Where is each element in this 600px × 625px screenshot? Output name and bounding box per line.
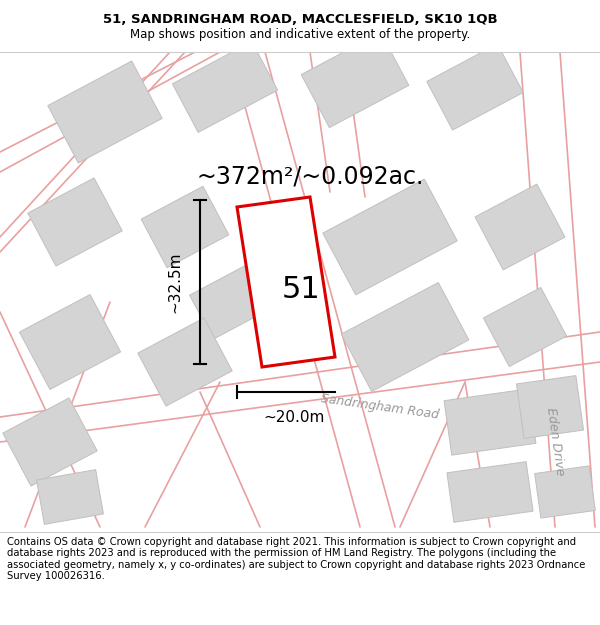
Text: ~372m²/~0.092ac.: ~372m²/~0.092ac.: [196, 165, 424, 189]
Text: 51: 51: [281, 276, 320, 304]
Text: Eden Drive: Eden Drive: [544, 407, 566, 477]
Polygon shape: [190, 264, 271, 339]
Polygon shape: [447, 462, 533, 522]
Polygon shape: [444, 389, 536, 455]
Polygon shape: [37, 469, 103, 524]
Text: 51, SANDRINGHAM ROAD, MACCLESFIELD, SK10 1QB: 51, SANDRINGHAM ROAD, MACCLESFIELD, SK10…: [103, 13, 497, 26]
Polygon shape: [237, 197, 335, 367]
Polygon shape: [141, 186, 229, 268]
Polygon shape: [484, 288, 566, 366]
Polygon shape: [323, 179, 457, 295]
Polygon shape: [427, 44, 523, 130]
Polygon shape: [28, 178, 122, 266]
Text: Contains OS data © Crown copyright and database right 2021. This information is : Contains OS data © Crown copyright and d…: [7, 537, 586, 581]
Polygon shape: [517, 376, 584, 438]
Text: ~20.0m: ~20.0m: [263, 410, 325, 425]
Polygon shape: [19, 294, 121, 389]
Polygon shape: [172, 42, 278, 132]
Polygon shape: [475, 184, 565, 270]
Text: Sandringham Road: Sandringham Road: [320, 392, 440, 422]
Polygon shape: [3, 398, 97, 486]
Polygon shape: [138, 318, 232, 406]
Text: ~32.5m: ~32.5m: [167, 251, 182, 312]
Polygon shape: [341, 282, 469, 391]
Polygon shape: [48, 61, 162, 163]
Text: Map shows position and indicative extent of the property.: Map shows position and indicative extent…: [130, 28, 470, 41]
Polygon shape: [535, 466, 595, 518]
Polygon shape: [301, 32, 409, 128]
